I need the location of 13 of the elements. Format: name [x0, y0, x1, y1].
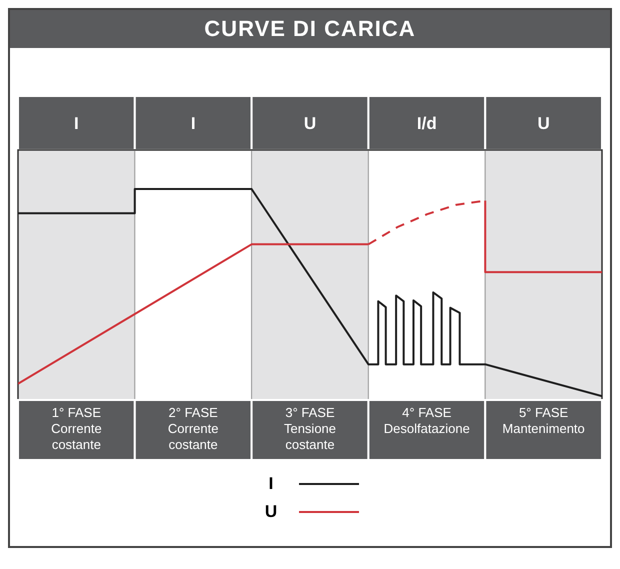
- x-tick-label: 1° FASE Corrente costante: [51, 405, 102, 452]
- band-label: I/d: [416, 114, 437, 133]
- x-tick-label: 3° FASE Tensione costante: [284, 405, 336, 452]
- x-tick-label: 2° FASE Corrente costante: [168, 405, 218, 452]
- band-label: U: [537, 114, 550, 133]
- chart-title: CURVE DI CARICA: [10, 10, 610, 48]
- band-label: I: [74, 114, 79, 133]
- band-label: I: [190, 114, 196, 133]
- x-tick-label: 5° FASE Mantenimento: [502, 405, 585, 436]
- band-label: U: [304, 114, 316, 133]
- legend-label: I: [268, 474, 274, 494]
- legend-label: U: [264, 502, 278, 522]
- x-tick-label: 4° FASE Desolfatazione: [384, 405, 470, 436]
